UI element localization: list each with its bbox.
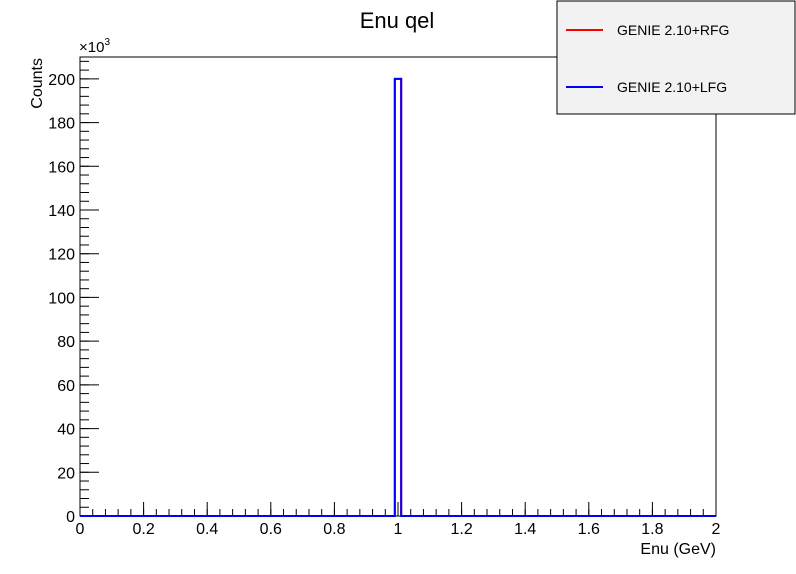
y-axis-label: Counts [29,58,46,109]
axis-ticks: 0 0.2 0.4 0.6 0.8 1 1.2 1.4 1.6 1.8 20204060801001… [48,60,721,538]
chart-title: Enu qel [360,8,435,33]
legend-label-lfg: GENIE 2.10+LFG [617,79,727,95]
y-tick-label: 160 [48,159,75,176]
x-tick-label: 0.6 [260,521,282,538]
x-tick-label: 0 [76,521,85,538]
x-tick-label: 1.8 [641,521,663,538]
y-multiplier-label: ×103 [79,37,110,56]
y-tick-label: 100 [48,290,75,307]
legend-box [556,0,796,115]
x-tick-label: 1.2 [450,521,472,538]
y-tick-label: 20 [57,465,75,482]
y-multiplier-exponent: 3 [104,37,110,48]
y-multiplier-base: ×10 [79,39,104,56]
y-tick-label: 140 [48,203,75,220]
histogram-line-lfg [80,77,716,517]
histogram-line-rfg [80,77,716,517]
y-tick-label: 80 [57,334,75,351]
x-tick-label: 1 [394,521,403,538]
x-tick-label: 0.8 [323,521,345,538]
legend: GENIE 2.10+RFG GENIE 2.10+LFG [556,0,796,115]
y-tick-label: 40 [57,422,75,439]
x-tick-label: 1.4 [514,521,536,538]
y-tick-label: 200 [48,72,75,89]
legend-label-rfg: GENIE 2.10+RFG [617,22,729,38]
histogram-series [80,77,716,517]
y-tick-label: 60 [57,378,75,395]
y-tick-label: 120 [48,247,75,264]
y-tick-label: 180 [48,116,75,133]
x-tick-label: 0.2 [132,521,154,538]
plot-frame [79,56,717,517]
x-tick-label: 1.6 [578,521,600,538]
y-tick-label: 0 [66,509,75,526]
x-axis-label: Enu (GeV) [640,541,716,558]
x-tick-label: 0.4 [196,521,218,538]
x-tick-label: 2 [712,521,721,538]
